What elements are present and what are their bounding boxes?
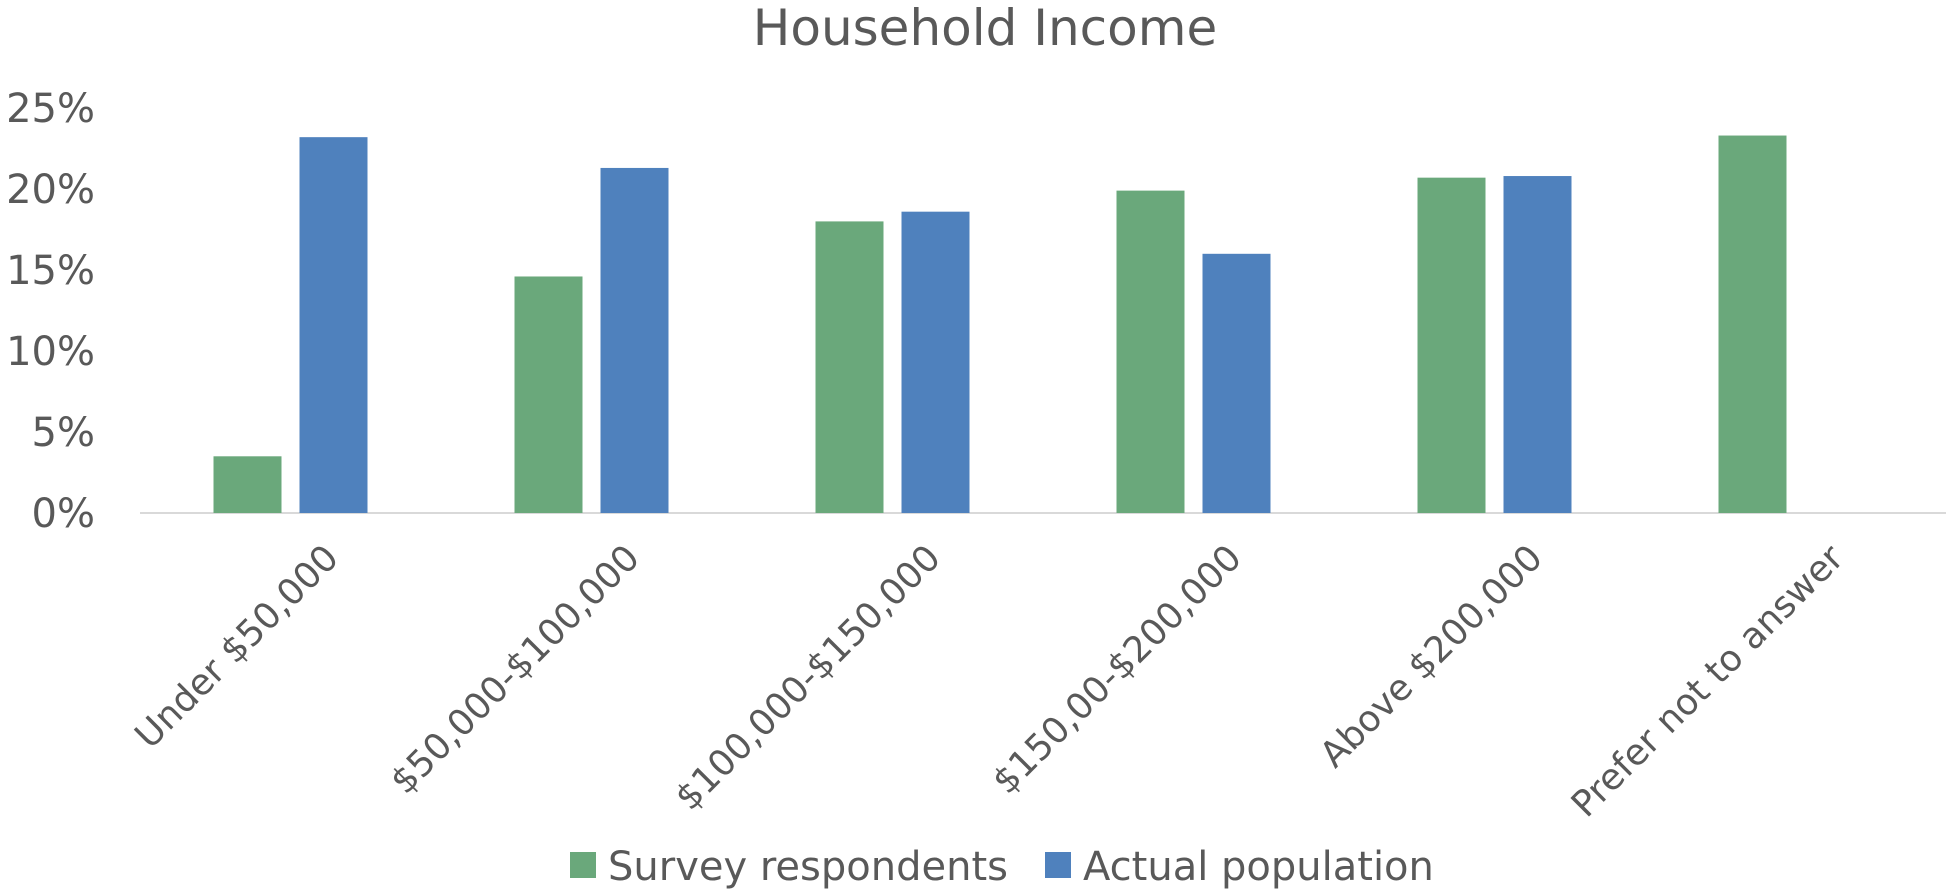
legend-label: Actual population xyxy=(1083,844,1434,890)
bar-survey-respondents xyxy=(815,221,884,513)
y-tick-label: 15% xyxy=(6,248,95,294)
bar-survey-respondents xyxy=(213,456,282,513)
bar-survey-respondents xyxy=(1417,177,1486,513)
bar-actual-population xyxy=(1202,253,1271,514)
category-labels: Under $50,000 $50,000-$100,000 $100,000-$1… xyxy=(127,537,1852,825)
y-tick-label: 0% xyxy=(32,491,95,537)
category-label: Above $200,000 xyxy=(1312,537,1550,775)
y-tick-label: 10% xyxy=(6,329,95,375)
legend-swatch xyxy=(1045,852,1071,878)
category-label: $50,000-$100,000 xyxy=(383,537,648,802)
bar-actual-population xyxy=(901,211,970,513)
category-label: Under $50,000 xyxy=(127,537,346,756)
bar-actual-population xyxy=(600,167,669,513)
bar-survey-respondents xyxy=(1116,190,1185,513)
bar-survey-respondents xyxy=(514,276,583,513)
legend-label: Survey respondents xyxy=(608,844,1008,890)
category-label: Prefer not to answer xyxy=(1564,537,1852,825)
bars xyxy=(213,135,1787,514)
bar-survey-respondents xyxy=(1718,135,1787,514)
y-axis: 0% 5% 10% 15% 20% 25% xyxy=(6,86,95,537)
chart-title: Household Income xyxy=(753,0,1217,57)
bar-actual-population xyxy=(299,137,368,513)
y-tick-label: 20% xyxy=(6,167,95,213)
legend: Survey respondents Actual population xyxy=(570,844,1434,890)
bar-actual-population xyxy=(1503,176,1572,514)
y-tick-label: 25% xyxy=(6,86,95,132)
y-tick-label: 5% xyxy=(32,410,95,456)
category-label: $100,000-$150,000 xyxy=(668,537,949,818)
legend-swatch xyxy=(570,852,596,878)
category-label: $150,00-$200,000 xyxy=(985,537,1250,802)
